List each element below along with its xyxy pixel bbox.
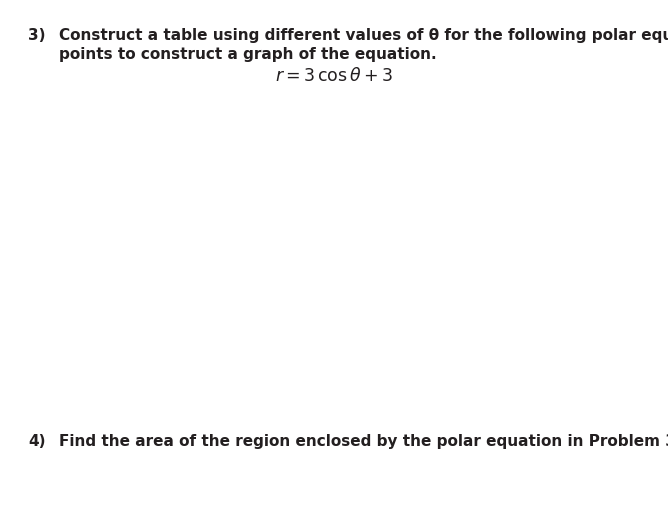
Text: $r = 3\,\cos\theta + 3$: $r = 3\,\cos\theta + 3$ [275,67,393,85]
Text: 3): 3) [28,28,45,43]
Text: Find the area of the region enclosed by the polar equation in Problem 3.: Find the area of the region enclosed by … [59,434,668,448]
Text: 4): 4) [28,434,45,448]
Text: points to construct a graph of the equation.: points to construct a graph of the equat… [59,47,436,62]
Text: Construct a table using different values of θ for the following polar equation. : Construct a table using different values… [59,28,668,43]
